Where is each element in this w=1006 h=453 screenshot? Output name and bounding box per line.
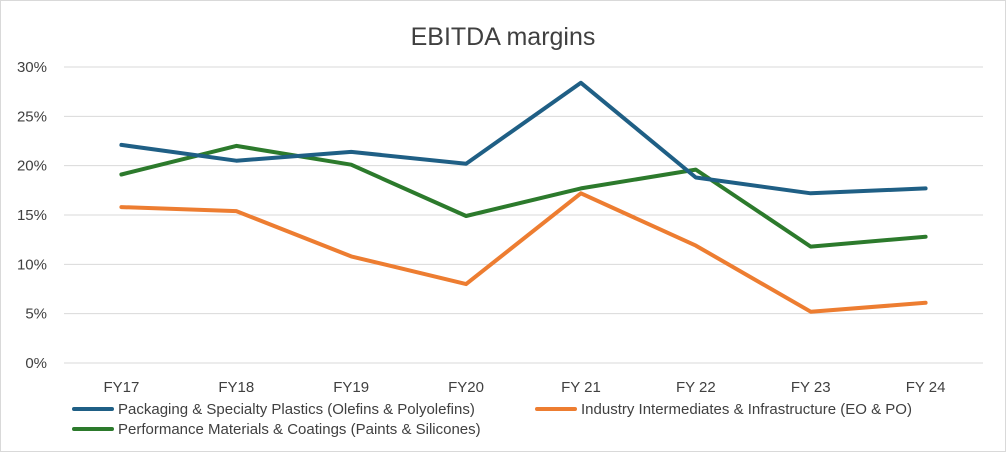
y-tick-label: 5%	[25, 306, 47, 323]
y-tick-label: 0%	[25, 355, 47, 372]
y-axis-ticks: 0% 5% 10% 15% 20% 25% 30%	[17, 59, 47, 372]
y-tick-label: 15%	[17, 207, 47, 224]
chart-title: EBITDA margins	[411, 23, 596, 51]
y-tick-label: 10%	[17, 256, 47, 273]
y-tick-label: 20%	[17, 158, 47, 175]
x-tick-label: FY17	[104, 379, 140, 396]
x-tick-label: FY18	[218, 379, 254, 396]
legend-label-1: Industry Intermediates & Infrastructure …	[581, 401, 912, 418]
x-tick-label: FY 24	[906, 379, 946, 396]
x-tick-label: FY 22	[676, 379, 716, 396]
series-line-0	[121, 83, 925, 194]
legend: Packaging & Specialty Plastics (Olefins …	[74, 401, 912, 438]
y-tick-label: 25%	[17, 108, 47, 125]
x-axis-ticks: FY17 FY18 FY19 FY20 FY 21 FY 22 FY 23 FY 24	[104, 379, 946, 396]
legend-label-0: Packaging & Specialty Plastics (Olefins …	[118, 401, 475, 418]
x-tick-label: FY20	[448, 379, 484, 396]
y-tick-label: 30%	[17, 59, 47, 76]
x-tick-label: FY19	[333, 379, 369, 396]
series-lines	[121, 83, 925, 312]
x-tick-label: FY 23	[791, 379, 831, 396]
gridlines	[64, 67, 983, 363]
legend-label-2: Performance Materials & Coatings (Paints…	[118, 421, 481, 438]
series-line-1	[121, 193, 925, 311]
x-tick-label: FY 21	[561, 379, 601, 396]
